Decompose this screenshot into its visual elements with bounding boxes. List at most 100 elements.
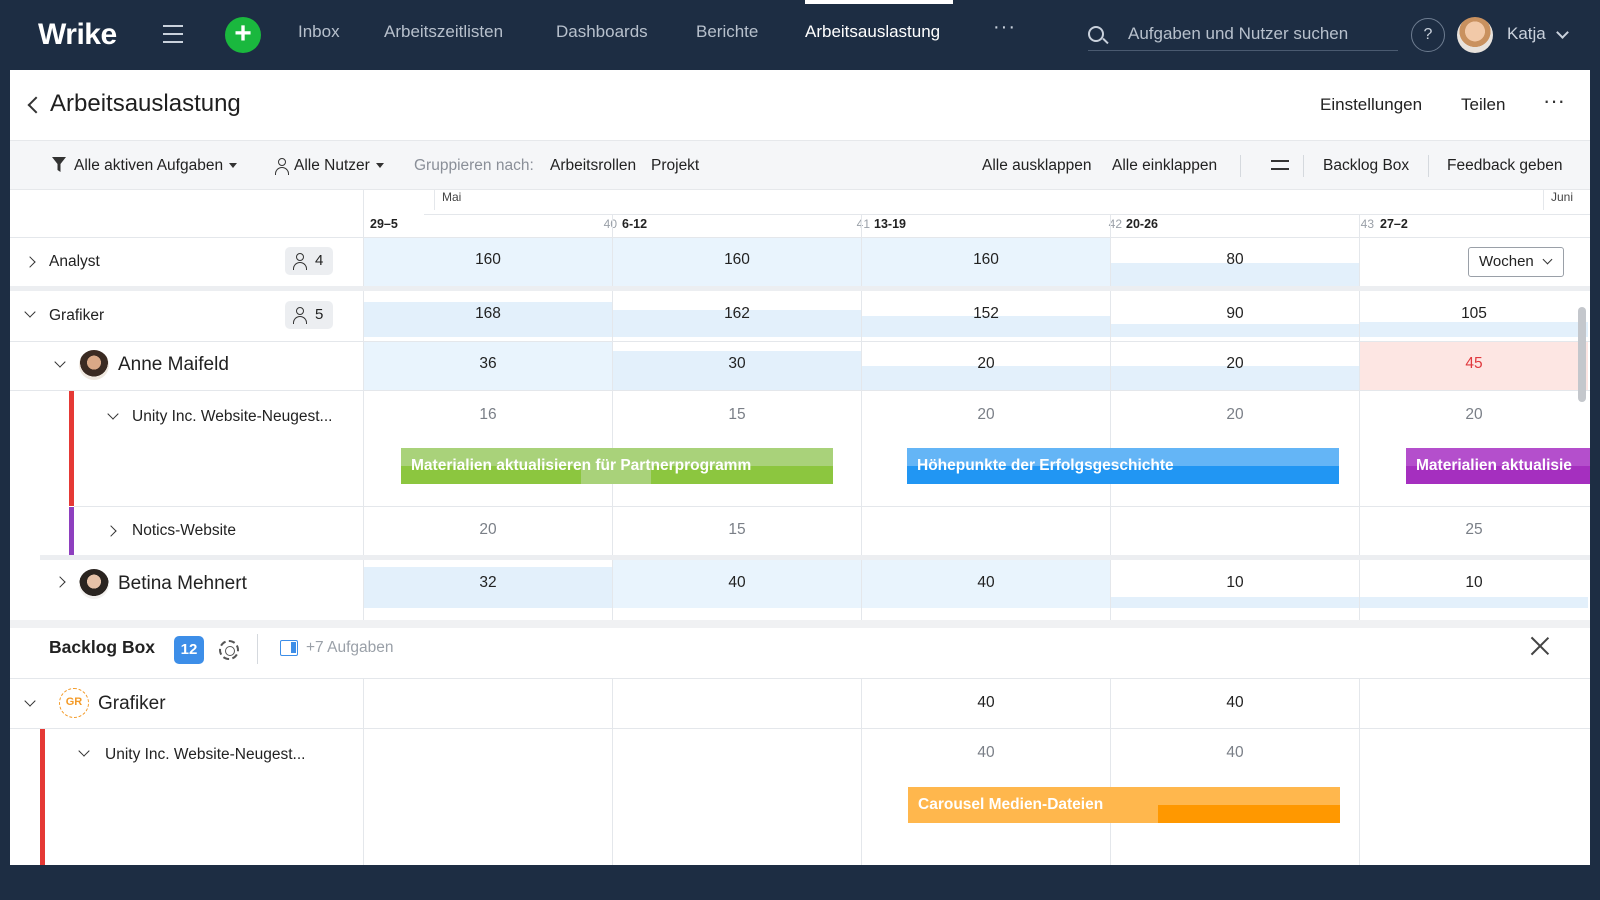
user-filter-dropdown[interactable]: Alle Nutzer (294, 157, 384, 175)
unity-hours-cell[interactable]: 20 (1226, 406, 1244, 423)
create-new-button[interactable]: + (225, 17, 261, 53)
role-analyst-label[interactable]: Analyst (49, 253, 100, 270)
scale-dropdown[interactable]: Wochen (1468, 247, 1564, 277)
project-unity-label[interactable]: Unity Inc. Website-Neugest... (132, 408, 333, 425)
anne-overload-cell[interactable]: 45 (1465, 355, 1483, 372)
user-icon (275, 158, 289, 175)
unity-hours-cell[interactable]: 20 (1465, 406, 1483, 423)
anne-avatar[interactable] (79, 350, 109, 380)
collapse-all-button[interactable]: Alle einklappen (1112, 157, 1218, 174)
capacity-fill (1360, 322, 1588, 337)
grid-column-line (612, 678, 613, 865)
backlog-box-button[interactable]: Backlog Box (1323, 157, 1410, 174)
backlog-project-unity-label[interactable]: Unity Inc. Website-Neugest... (105, 746, 306, 763)
more-options-icon[interactable]: ··· (1543, 88, 1565, 113)
notics-hours-cell[interactable]: 15 (728, 521, 746, 538)
anne-hours-cell[interactable]: 30 (728, 355, 746, 372)
person-anne-label[interactable]: Anne Maifeld (118, 354, 229, 375)
user-avatar[interactable] (1457, 17, 1493, 53)
toolbar-divider (1428, 155, 1429, 177)
workload-panel: Arbeitsauslastung Einstellungen Teilen ·… (10, 70, 1590, 865)
tab-arbeitszeitlisten[interactable]: Arbeitszeitlisten (384, 22, 504, 41)
search-icon[interactable] (1088, 26, 1104, 42)
betina-avatar[interactable] (79, 569, 109, 599)
feedback-button[interactable]: Feedback geben (1447, 157, 1563, 174)
grafiker-hours-cell[interactable]: 90 (1226, 305, 1244, 322)
betina-hours-cell[interactable]: 40 (977, 574, 995, 591)
group-by-roles[interactable]: Arbeitsrollen (550, 157, 637, 174)
grid-column-line (1110, 678, 1111, 865)
notics-hours-cell[interactable]: 25 (1465, 521, 1483, 538)
side-panel-icon[interactable] (280, 640, 298, 656)
grafiker-hours-cell[interactable]: 105 (1461, 305, 1487, 322)
filter-icon[interactable] (52, 157, 66, 173)
search-input[interactable]: Aufgaben und Nutzer suchen (1128, 24, 1349, 43)
expand-all-button[interactable]: Alle ausklappen (982, 157, 1092, 174)
task-bar-materialien-2[interactable]: Materialien aktualisie (1406, 448, 1590, 484)
task-bar-materialien[interactable]: Materialien aktualisieren für Partnerpro… (401, 448, 833, 484)
nav-more-icon[interactable]: ··· (993, 16, 1016, 38)
chevron-down-icon[interactable] (1556, 26, 1569, 39)
expand-chevron-icon[interactable] (105, 525, 117, 537)
collapse-chevron-icon[interactable] (54, 356, 66, 368)
collapse-chevron-icon[interactable] (24, 306, 36, 318)
role-grafiker-label[interactable]: Grafiker (49, 307, 105, 324)
unity-hours-cell[interactable]: 20 (977, 406, 995, 423)
role-initials-badge: GR (59, 688, 89, 718)
settings-button[interactable]: Einstellungen (1320, 95, 1423, 114)
analyst-hours-cell[interactable]: 160 (973, 251, 999, 268)
anne-hours-cell[interactable]: 20 (1226, 355, 1244, 372)
group-by-project[interactable]: Projekt (651, 157, 700, 174)
expand-chevron-icon[interactable] (24, 256, 36, 268)
gear-icon[interactable] (219, 640, 239, 660)
grafiker-hours-cell[interactable]: 168 (475, 305, 501, 322)
analyst-count-value: 4 (315, 252, 324, 269)
grafiker-user-count[interactable]: 5 (285, 301, 333, 329)
anne-hours-cell[interactable]: 36 (479, 355, 497, 372)
task-bar-hoehepunkte[interactable]: Höhepunkte der Erfolgsgeschichte (907, 448, 1339, 484)
betina-hours-cell[interactable]: 32 (479, 574, 497, 591)
backlog-grafiker-hours-cell[interactable]: 40 (977, 694, 995, 711)
tab-inbox[interactable]: Inbox (298, 22, 340, 41)
unity-hours-cell[interactable]: 15 (728, 406, 746, 423)
more-tasks-link[interactable]: +7 Aufgaben (306, 639, 394, 656)
hamburger-menu-icon[interactable] (163, 25, 183, 43)
share-button[interactable]: Teilen (1461, 95, 1506, 114)
project-notics-label[interactable]: Notics-Website (132, 522, 236, 539)
vertical-scrollbar[interactable] (1578, 307, 1586, 402)
user-name[interactable]: Katja (1507, 24, 1546, 43)
user-icon (293, 307, 307, 324)
backlog-unity-hours-cell[interactable]: 40 (1226, 744, 1244, 761)
tab-dashboards[interactable]: Dashboards (556, 22, 648, 41)
help-button[interactable]: ? (1411, 18, 1445, 52)
backlog-box-panel (10, 620, 1590, 865)
grafiker-hours-cell[interactable]: 162 (724, 305, 750, 322)
backlog-role-grafiker-label[interactable]: Grafiker (98, 693, 166, 714)
collapse-chevron-icon[interactable] (107, 408, 119, 420)
backlog-grafiker-hours-cell[interactable]: 40 (1226, 694, 1244, 711)
tab-arbeitsauslastung[interactable]: Arbeitsauslastung (805, 22, 941, 41)
analyst-hours-cell[interactable]: 160 (475, 251, 501, 268)
person-betina-label[interactable]: Betina Mehnert (118, 573, 247, 594)
wrike-logo[interactable]: Wrike (38, 18, 117, 51)
close-icon[interactable] (1530, 636, 1550, 656)
backlog-unity-hours-cell[interactable]: 40 (977, 744, 995, 761)
view-settings-icon[interactable] (1271, 157, 1289, 173)
analyst-hours-cell[interactable]: 80 (1226, 251, 1244, 268)
analyst-user-count[interactable]: 4 (285, 247, 333, 275)
betina-hours-cell[interactable]: 40 (728, 574, 746, 591)
betina-hours-cell[interactable]: 10 (1226, 574, 1244, 591)
week-number: 40 (603, 217, 617, 231)
analyst-hours-cell[interactable]: 160 (724, 251, 750, 268)
week-number: 41 (856, 217, 870, 231)
anne-hours-cell[interactable]: 20 (977, 355, 995, 372)
tab-berichte[interactable]: Berichte (696, 22, 759, 41)
back-arrow-icon[interactable] (27, 96, 45, 114)
task-filter-dropdown[interactable]: Alle aktiven Aufgaben (74, 157, 238, 175)
notics-hours-cell[interactable]: 20 (479, 521, 497, 538)
grafiker-hours-cell[interactable]: 152 (973, 305, 999, 322)
expand-chevron-icon[interactable] (54, 576, 66, 588)
betina-hours-cell[interactable]: 10 (1465, 574, 1483, 591)
task-bar-carousel[interactable]: Carousel Medien-Dateien (908, 787, 1340, 823)
unity-hours-cell[interactable]: 16 (479, 406, 497, 423)
